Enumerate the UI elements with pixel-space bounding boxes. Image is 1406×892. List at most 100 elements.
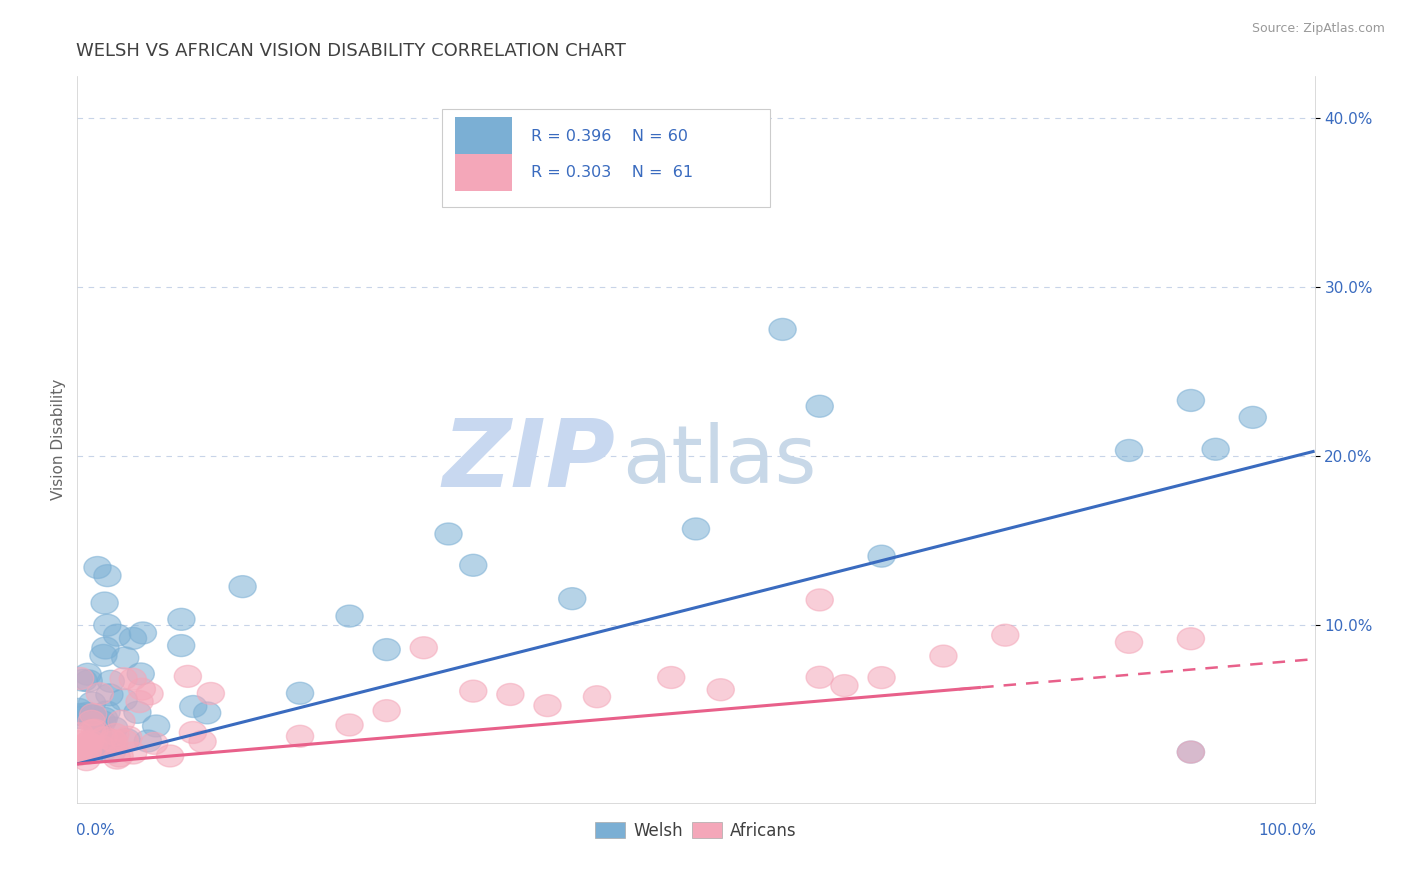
Ellipse shape <box>460 554 486 576</box>
Ellipse shape <box>197 682 225 705</box>
Ellipse shape <box>104 624 131 646</box>
Ellipse shape <box>806 395 834 417</box>
Ellipse shape <box>83 739 110 762</box>
Ellipse shape <box>66 742 94 764</box>
Ellipse shape <box>104 747 131 769</box>
Ellipse shape <box>1239 407 1267 428</box>
Ellipse shape <box>84 557 111 579</box>
Ellipse shape <box>73 748 100 771</box>
Ellipse shape <box>94 615 121 636</box>
Ellipse shape <box>534 695 561 716</box>
Ellipse shape <box>129 622 156 644</box>
Ellipse shape <box>80 704 107 725</box>
Ellipse shape <box>1177 741 1205 763</box>
Ellipse shape <box>929 645 957 667</box>
Ellipse shape <box>373 639 401 661</box>
Ellipse shape <box>66 667 94 690</box>
Ellipse shape <box>66 736 93 758</box>
Ellipse shape <box>831 674 858 697</box>
Ellipse shape <box>658 666 685 689</box>
Ellipse shape <box>136 683 163 705</box>
Ellipse shape <box>94 565 121 587</box>
Text: ZIP: ZIP <box>443 415 616 508</box>
Ellipse shape <box>1177 741 1205 763</box>
Ellipse shape <box>806 589 834 611</box>
Ellipse shape <box>110 668 138 690</box>
Ellipse shape <box>65 743 93 765</box>
Ellipse shape <box>141 732 167 755</box>
Ellipse shape <box>65 744 93 765</box>
Text: WELSH VS AFRICAN VISION DISABILITY CORRELATION CHART: WELSH VS AFRICAN VISION DISABILITY CORRE… <box>76 43 626 61</box>
Ellipse shape <box>76 732 103 755</box>
Ellipse shape <box>496 683 524 706</box>
Ellipse shape <box>101 723 129 746</box>
Ellipse shape <box>90 707 118 730</box>
Ellipse shape <box>67 706 94 729</box>
Ellipse shape <box>806 666 834 689</box>
Ellipse shape <box>868 545 896 567</box>
Ellipse shape <box>77 705 105 727</box>
Ellipse shape <box>287 725 314 747</box>
Ellipse shape <box>91 637 120 659</box>
Ellipse shape <box>77 734 104 756</box>
Ellipse shape <box>1177 628 1205 649</box>
Ellipse shape <box>167 608 195 631</box>
Ellipse shape <box>115 726 142 748</box>
Ellipse shape <box>1115 632 1143 653</box>
Ellipse shape <box>707 679 734 701</box>
Ellipse shape <box>101 717 128 739</box>
Ellipse shape <box>558 588 586 609</box>
Ellipse shape <box>194 702 221 724</box>
Ellipse shape <box>229 575 256 598</box>
Ellipse shape <box>336 714 363 736</box>
Ellipse shape <box>108 710 135 732</box>
Ellipse shape <box>77 710 105 732</box>
Ellipse shape <box>120 627 146 649</box>
Ellipse shape <box>112 729 141 751</box>
Ellipse shape <box>86 682 114 705</box>
Ellipse shape <box>127 690 153 713</box>
Ellipse shape <box>77 730 104 752</box>
Ellipse shape <box>75 731 101 754</box>
Ellipse shape <box>991 624 1019 646</box>
Ellipse shape <box>180 722 207 743</box>
Ellipse shape <box>128 678 156 700</box>
FancyBboxPatch shape <box>454 117 512 155</box>
Text: 0.0%: 0.0% <box>76 823 115 838</box>
Ellipse shape <box>120 668 146 690</box>
Ellipse shape <box>80 706 107 728</box>
Ellipse shape <box>90 739 117 761</box>
Ellipse shape <box>180 696 207 717</box>
Text: atlas: atlas <box>621 422 815 500</box>
Ellipse shape <box>65 737 93 758</box>
Ellipse shape <box>127 663 155 685</box>
Ellipse shape <box>79 692 105 714</box>
Ellipse shape <box>167 634 195 657</box>
Ellipse shape <box>98 741 125 763</box>
Ellipse shape <box>89 711 115 732</box>
Ellipse shape <box>82 719 108 741</box>
Ellipse shape <box>96 684 124 706</box>
Ellipse shape <box>111 647 139 669</box>
Ellipse shape <box>101 731 128 753</box>
Ellipse shape <box>75 664 101 685</box>
Ellipse shape <box>111 730 138 752</box>
Ellipse shape <box>90 727 117 748</box>
Ellipse shape <box>287 682 314 705</box>
Ellipse shape <box>373 699 401 722</box>
Ellipse shape <box>434 523 463 545</box>
Ellipse shape <box>66 723 93 745</box>
Ellipse shape <box>583 686 610 707</box>
Y-axis label: Vision Disability: Vision Disability <box>51 379 66 500</box>
Ellipse shape <box>682 518 710 540</box>
Ellipse shape <box>93 701 120 723</box>
Ellipse shape <box>98 730 125 751</box>
Ellipse shape <box>79 720 105 741</box>
Ellipse shape <box>67 704 94 725</box>
Ellipse shape <box>336 605 363 627</box>
Ellipse shape <box>460 680 486 702</box>
Text: R = 0.396    N = 60: R = 0.396 N = 60 <box>531 128 689 144</box>
Ellipse shape <box>80 736 107 758</box>
Ellipse shape <box>188 731 217 753</box>
Text: Source: ZipAtlas.com: Source: ZipAtlas.com <box>1251 22 1385 36</box>
